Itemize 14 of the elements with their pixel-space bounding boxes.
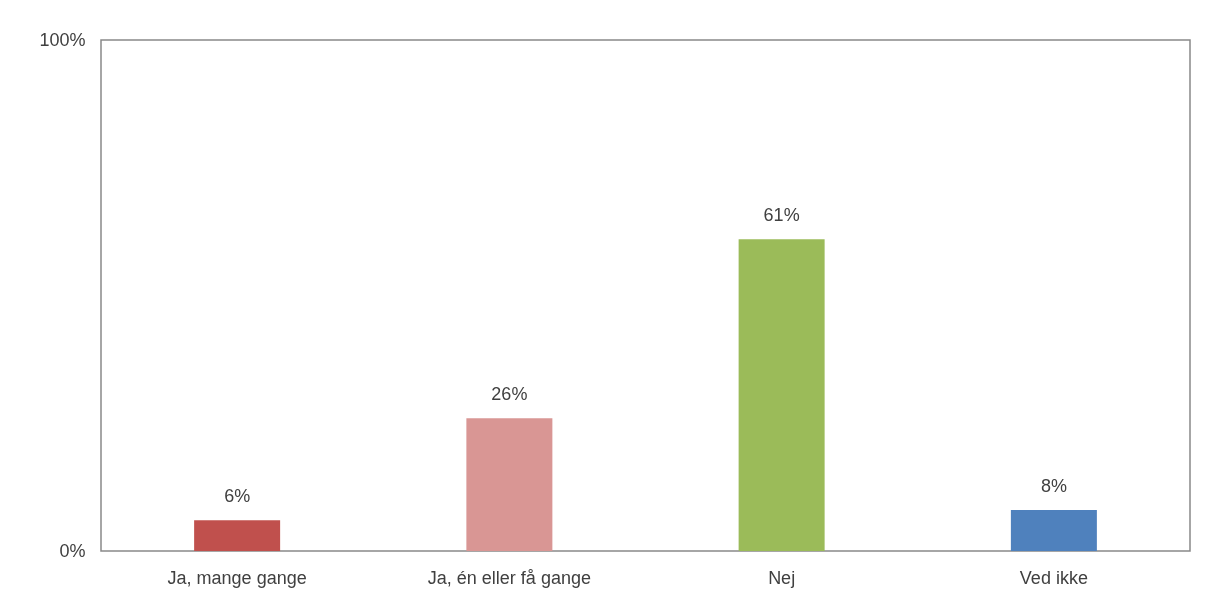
x-tick-label: Ja, én eller få gange bbox=[427, 567, 591, 588]
bar bbox=[1010, 510, 1097, 551]
x-tick-label: Nej bbox=[768, 567, 796, 588]
x-tick-label: Ja, mange gange bbox=[167, 567, 307, 588]
data-label: 61% bbox=[763, 205, 800, 226]
bar bbox=[466, 418, 553, 551]
data-label: 26% bbox=[491, 384, 528, 405]
x-tick-label: Ved ikke bbox=[1019, 567, 1088, 588]
bar bbox=[738, 239, 825, 551]
data-label: 8% bbox=[1040, 476, 1067, 497]
data-label: 6% bbox=[224, 486, 251, 507]
y-tick-label: 100% bbox=[39, 29, 86, 50]
y-tick-label: 0% bbox=[59, 540, 86, 561]
bar bbox=[194, 520, 281, 551]
